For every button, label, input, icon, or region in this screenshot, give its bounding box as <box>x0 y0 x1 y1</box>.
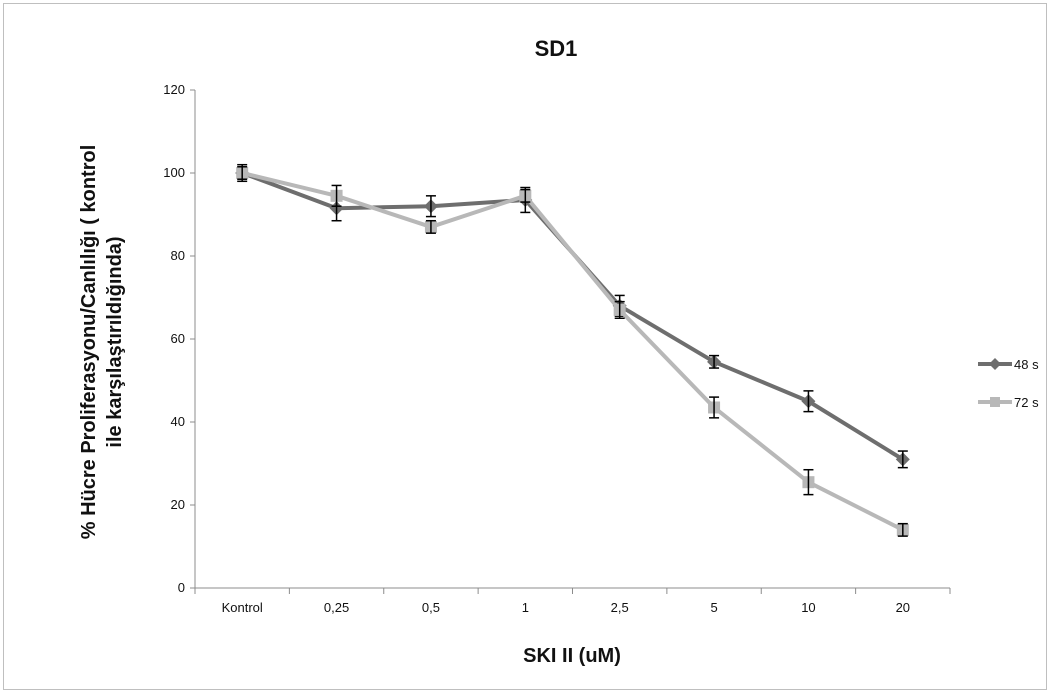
error-bar <box>803 390 814 413</box>
y-tick-label: 20 <box>171 497 185 512</box>
legend: 48 s 72 s <box>978 357 1039 410</box>
error-bar <box>520 188 531 203</box>
error-bar <box>803 468 814 496</box>
legend-item: 72 s <box>978 395 1039 410</box>
y-axis-label-line-2: ile karşılaştırıldığında) <box>104 236 126 447</box>
x-tick-label: 5 <box>710 600 717 615</box>
error-bar <box>897 522 908 537</box>
series-1 <box>235 163 910 469</box>
chart-title: SD1 <box>535 36 578 61</box>
y-tick-label: 0 <box>178 580 185 595</box>
legend-item: 48 s <box>978 357 1039 372</box>
x-axis-label: SKI II (uM) <box>523 645 621 667</box>
error-bar <box>425 195 436 218</box>
x-tick-label: 0,5 <box>422 600 440 615</box>
series-2 <box>236 166 909 537</box>
chart-frame <box>3 3 1047 690</box>
error-bar <box>614 300 625 319</box>
error-bar <box>237 166 248 180</box>
error-bar <box>897 450 908 469</box>
x-tick-label: 10 <box>801 600 815 615</box>
legend-label: 48 s <box>1014 357 1039 372</box>
axes: 0 20 40 60 80 100 120 Kontrol 0,25 0,5 1 2,5 5 10 20 <box>163 82 951 615</box>
y-axis-label-line-1: % Hücre Proliferasyonu/Canlılığı ( kontr… <box>78 145 100 540</box>
y-tick-label: 120 <box>163 82 185 97</box>
x-tick-label: 2,5 <box>611 600 629 615</box>
x-tick-label: Kontrol <box>222 600 263 615</box>
legend-marker-square <box>990 397 1000 407</box>
x-tick-label: 0,25 <box>324 600 349 615</box>
y-tick-label: 40 <box>171 414 185 429</box>
legend-label: 72 s <box>1014 395 1039 410</box>
series-line <box>241 171 904 462</box>
series-line <box>241 171 904 532</box>
y-tick-label: 60 <box>171 331 185 346</box>
y-tick-label: 100 <box>163 165 185 180</box>
x-tick-label: 20 <box>896 600 910 615</box>
x-tick-label: 1 <box>522 600 529 615</box>
y-axis-label: % Hücre Proliferasyonu/Canlılığı ( kontr… <box>78 145 126 540</box>
y-tick-label: 80 <box>171 248 185 263</box>
error-bar <box>709 396 720 419</box>
legend-marker-diamond <box>989 358 1001 370</box>
series-layer <box>235 163 910 537</box>
error-bar <box>331 184 342 207</box>
error-bar <box>709 354 720 369</box>
error-bar <box>425 219 436 234</box>
